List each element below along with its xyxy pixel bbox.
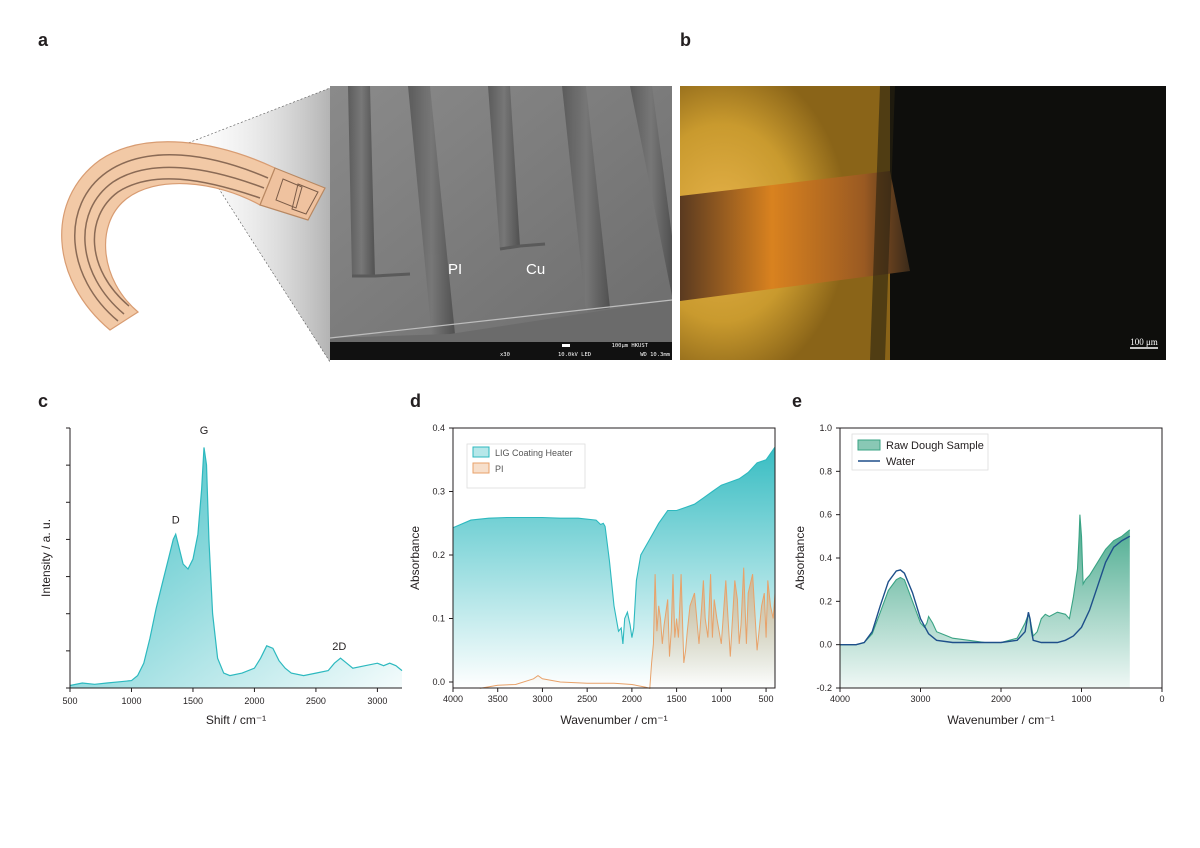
sem-info-bar (330, 342, 672, 360)
panel-letter-c: c (38, 391, 49, 411)
ftir-d-legend-label: PI (495, 464, 504, 474)
ftir-d-legend: LIG Coating Heater PI (466, 443, 586, 489)
ftir-e-y-tick-label: 0.0 (819, 640, 832, 650)
ftir-d-x-tick-label: 3000 (532, 694, 552, 704)
pi-area (479, 567, 775, 689)
raman-x-tick-label: 2000 (244, 696, 264, 706)
water-line (840, 535, 1131, 646)
ftir-d-y-tick-label: 0.0 (432, 677, 445, 687)
ftir-d-x-tick-label: 2500 (577, 694, 597, 704)
lig-stripe (680, 171, 910, 301)
ftir-d-legend-swatch (472, 446, 490, 458)
sem-label-cu: Cu (526, 261, 545, 278)
ftir-chart-d: 4000 3500 3000 2500 2000 1500 1000 500 0.0 0.1 0.2… (408, 423, 776, 727)
ftir-e-x-tick-label: 1000 (1071, 694, 1091, 704)
raman-x-tick-label: 500 (62, 696, 77, 706)
sem-label-pi: PI (448, 261, 462, 278)
pi-line (479, 567, 776, 690)
raman-area (70, 447, 402, 688)
ftir-d-frame (452, 427, 776, 689)
ftir-e-legend-label: Water (886, 456, 915, 468)
ftir-e-y-axis-label: Absorbance (793, 526, 807, 590)
ftir-e-x-tick-label: 4000 (830, 694, 850, 704)
heater-substrate (61, 141, 326, 331)
raman-x-axis-label: Shift / cm⁻¹ (206, 713, 266, 727)
ftir-d-legend-box (466, 443, 586, 489)
ftir-d-legend-swatch (472, 462, 490, 474)
ftir-d-x-tick-label: 3500 (488, 694, 508, 704)
ftir-d-y-tick-label: 0.1 (432, 614, 445, 624)
ftir-e-y-tick-label: 0.4 (819, 553, 832, 563)
raman-x-tick-label: 1500 (183, 696, 203, 706)
sem-scale-bar (562, 344, 570, 347)
ftir-d-x-tick-label: 1500 (667, 694, 687, 704)
sem-working-distance: WD 10.3mm (640, 352, 670, 358)
lig-line (452, 446, 776, 644)
ftir-d-x-tick-label: 2000 (622, 694, 642, 704)
ftir-d-y-axis-label: Absorbance (408, 526, 422, 590)
zoom-cone (170, 88, 330, 362)
sem-magnification: x30 (500, 352, 510, 358)
raman-y-axis-label: Intensity / a. u. (40, 519, 53, 597)
ftir-d-y-tick-label: 0.3 (432, 487, 445, 497)
sem-voltage: 10.0kV LED (558, 352, 591, 358)
dough-area (840, 514, 1130, 688)
panel-letter-e: e (792, 391, 803, 411)
ftir-e-y-tick-label: -0.2 (816, 683, 832, 693)
ftir-e-y-tick-label: 0.6 (819, 510, 832, 520)
ftir-e-x-tick-label: 0 (1159, 694, 1164, 704)
ftir-e-x-tick-label: 2000 (991, 694, 1011, 704)
panel-letter-b: b (680, 30, 691, 50)
ftir-d-x-tick-label: 500 (759, 694, 774, 704)
panel-letter-d: d (410, 391, 421, 411)
ftir-e-x-tick-label: 3000 (910, 694, 930, 704)
ftir-d-y-tick-label: 0.2 (432, 550, 445, 560)
ftir-e-x-axis-label: Wavenumber / cm⁻¹ (947, 713, 1054, 727)
raman-x-tick-label: 1000 (121, 696, 141, 706)
ftir-e-legend: Raw Dough Sample Water (851, 433, 989, 471)
raman-line (69, 447, 403, 687)
optical-scale-text: 100 μm (1130, 337, 1158, 347)
ftir-e-y-tick-label: 1.0 (819, 423, 832, 433)
sem-image: 100μm HKUST x30 10.0kV LED WD 10.3mm PI … (330, 86, 672, 360)
ftir-e-y-tick-label: 0.8 (819, 466, 832, 476)
raman-x-tick-label: 2500 (306, 696, 326, 706)
raman-peak-label: D (172, 514, 180, 526)
heater-illustration (61, 87, 331, 363)
ftir-e-legend-swatch (857, 439, 881, 451)
ftir-d-x-tick-label: 1000 (711, 694, 731, 704)
raman-chart: 500 1000 1500 2000 2500 3000 D G 2D Shift / cm⁻¹… (40, 425, 403, 727)
panel-letter-a: a (38, 30, 49, 50)
ftir-d-legend-label: LIG Coating Heater (495, 448, 573, 458)
ftir-e-y-tick-label: 0.2 (819, 596, 832, 606)
ftir-d-x-tick-label: 4000 (443, 694, 463, 704)
raman-peak-label: 2D (332, 641, 346, 653)
raman-peak-label: G (200, 425, 209, 437)
ftir-e-legend-label: Raw Dough Sample (886, 440, 984, 452)
ftir-d-y-tick-label: 0.4 (432, 423, 445, 433)
ftir-d-x-axis-label: Wavenumber / cm⁻¹ (560, 713, 667, 727)
raman-x-tick-label: 3000 (367, 696, 387, 706)
sem-scale-text: 100μm HKUST (612, 343, 649, 349)
optical-micrograph: 100 μm (680, 86, 1166, 360)
ftir-chart-e: 4000 3000 2000 1000 0 -0.2 0.0 0.2 0.4 0.6 0.8 1.0 R… (793, 423, 1165, 727)
